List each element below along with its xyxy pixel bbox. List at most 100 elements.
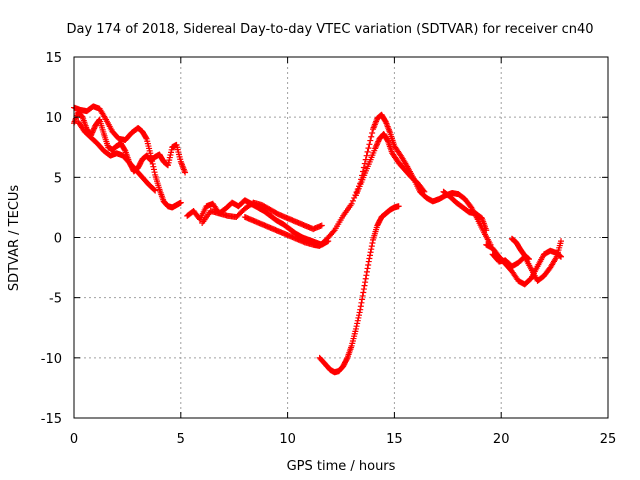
- data-point: [182, 169, 189, 176]
- x-tick-labels: 0 5 10 15 20 25: [70, 432, 616, 447]
- data-point: [89, 128, 96, 135]
- data-point: [358, 299, 365, 306]
- data-point: [362, 275, 369, 282]
- data-point: [318, 222, 325, 229]
- data-point: [96, 117, 103, 124]
- data-point: [356, 312, 363, 319]
- series-track-8: [440, 188, 490, 234]
- data-point: [355, 314, 362, 321]
- x-tick-label: 10: [279, 432, 296, 447]
- data-point: [369, 240, 376, 247]
- data-point: [353, 323, 360, 330]
- data-point: [395, 203, 402, 210]
- x-tick-label: 25: [600, 432, 617, 447]
- data-point: [357, 306, 364, 313]
- data-point: [369, 129, 376, 136]
- data-point: [363, 152, 370, 159]
- data-point: [525, 256, 532, 263]
- data-point: [367, 249, 374, 256]
- data-point: [90, 126, 97, 133]
- data-point: [78, 112, 85, 119]
- data-point: [368, 243, 375, 250]
- data-point: [362, 279, 369, 286]
- data-point: [421, 188, 428, 195]
- chart-title: Day 174 of 2018, Sidereal Day-to-day VTE…: [66, 22, 593, 37]
- data-point: [143, 134, 150, 141]
- x-tick-label: 15: [386, 432, 403, 447]
- data-point: [348, 200, 355, 207]
- data-point: [357, 303, 364, 310]
- data-layer: [71, 103, 565, 376]
- data-point: [366, 141, 373, 148]
- data-point: [343, 356, 350, 363]
- series-track-5: [199, 199, 325, 233]
- data-point: [360, 286, 367, 293]
- y-tick-label: 15: [45, 51, 62, 66]
- data-point: [152, 187, 159, 194]
- data-point: [366, 252, 373, 259]
- y-axis-label: SDTVAR / TECUs: [7, 185, 22, 292]
- data-point: [89, 129, 96, 136]
- series-track-7: [352, 131, 428, 199]
- data-point: [364, 148, 371, 155]
- data-point: [352, 325, 359, 332]
- data-point: [368, 246, 375, 253]
- data-point: [359, 292, 366, 299]
- y-tick-label: 0: [54, 232, 62, 247]
- x-axis-label: GPS time / hours: [287, 459, 396, 474]
- series-track-10: [489, 238, 565, 284]
- series-track-1: [71, 103, 184, 211]
- y-tick-label: -5: [49, 292, 62, 307]
- data-point: [151, 186, 158, 193]
- data-point: [150, 163, 157, 170]
- data-point: [354, 317, 361, 324]
- series-track-3: [75, 118, 159, 194]
- y-tick-label: 5: [54, 171, 62, 186]
- data-point: [372, 144, 379, 151]
- series-track-11: [508, 235, 532, 263]
- data-point: [363, 272, 370, 279]
- data-point: [420, 187, 427, 194]
- y-tick-label: -10: [41, 352, 62, 367]
- y-tick-label: -15: [41, 412, 62, 427]
- data-point: [330, 228, 337, 235]
- data-point: [360, 164, 367, 171]
- data-point: [150, 166, 157, 173]
- data-point: [374, 141, 381, 148]
- data-point: [384, 137, 391, 144]
- x-tick-label: 5: [177, 432, 185, 447]
- data-point: [365, 258, 372, 265]
- y-tick-label: 10: [45, 111, 62, 126]
- data-point: [349, 197, 356, 204]
- data-point: [373, 142, 380, 149]
- data-point: [365, 145, 372, 152]
- data-point: [364, 265, 371, 272]
- data-point: [375, 138, 382, 145]
- data-point: [374, 139, 381, 146]
- data-point: [354, 320, 361, 327]
- data-point: [151, 169, 158, 176]
- data-point: [558, 238, 565, 245]
- plot-frame: [73, 56, 609, 419]
- data-point: [363, 268, 370, 275]
- series-track-6: [241, 111, 494, 249]
- data-point: [361, 282, 368, 289]
- data-point: [177, 199, 184, 206]
- data-point: [359, 296, 366, 303]
- data-point: [360, 289, 367, 296]
- x-tick-label: 0: [70, 432, 78, 447]
- series-track-12: [316, 203, 402, 376]
- grid: [74, 57, 608, 418]
- data-point: [121, 146, 128, 153]
- y-tick-labels: -15 -10 -5 0 5 10 15: [41, 51, 62, 427]
- data-point: [372, 145, 379, 152]
- data-point: [368, 133, 375, 140]
- data-point: [91, 125, 98, 132]
- data-point: [483, 227, 490, 234]
- data-point: [367, 137, 374, 144]
- x-tick-label: 20: [493, 432, 510, 447]
- data-point: [356, 309, 363, 316]
- data-point: [365, 262, 372, 269]
- data-point: [366, 255, 373, 262]
